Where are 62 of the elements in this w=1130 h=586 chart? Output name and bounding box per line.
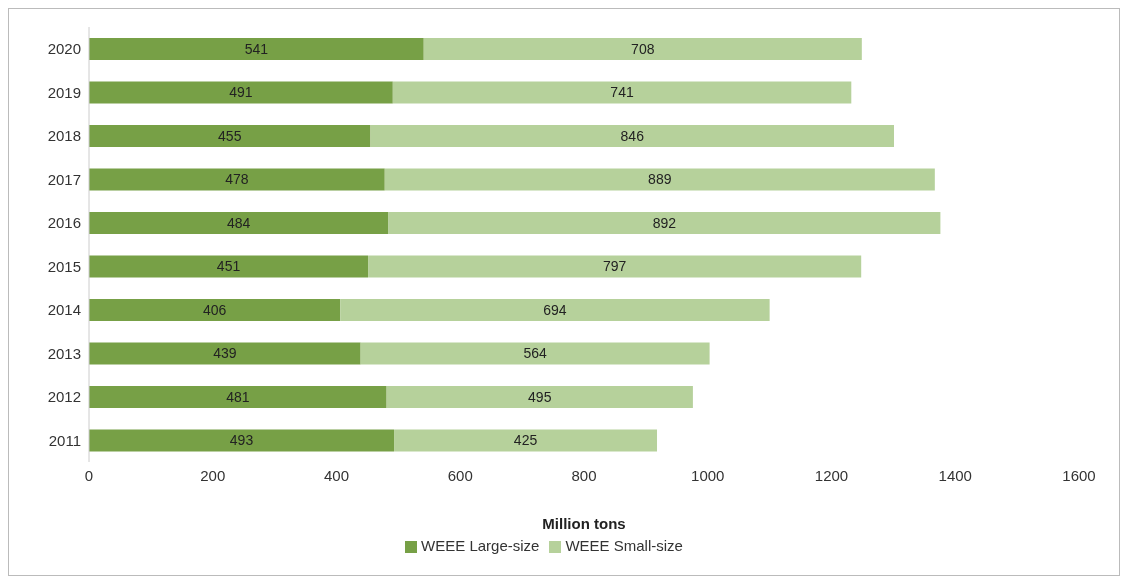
data-label: 425 (513, 432, 538, 449)
y-tick-label: 2011 (48, 431, 81, 449)
bar (89, 212, 389, 234)
data-label: 564 (523, 345, 548, 362)
y-tick-label: 2018 (47, 127, 81, 145)
x-tick-label: 600 (447, 466, 473, 484)
data-label: 484 (227, 214, 251, 231)
bar (89, 168, 385, 191)
bar (340, 299, 770, 321)
data-label: 491 (229, 84, 253, 101)
bar (89, 38, 424, 60)
bar (388, 212, 941, 234)
data-label: 846 (620, 127, 645, 144)
x-tick-label: 1400 (938, 466, 972, 484)
bar (370, 125, 894, 147)
x-tick-label: 1600 (1062, 466, 1096, 484)
data-label: 495 (528, 388, 552, 405)
y-tick-label: 2015 (47, 257, 81, 275)
y-tick-label: 2017 (47, 170, 81, 188)
data-label: 478 (225, 171, 249, 188)
data-label: 455 (218, 127, 242, 144)
bar (89, 125, 371, 147)
bar (89, 429, 395, 452)
data-label: 741 (610, 84, 634, 101)
data-label: 892 (652, 214, 677, 231)
bar (89, 255, 369, 278)
y-tick-label: 2014 (47, 301, 81, 319)
bar (89, 342, 361, 365)
data-label: 797 (602, 258, 627, 275)
data-label: 694 (543, 301, 567, 318)
y-tick-label: 2016 (47, 214, 81, 232)
bar (360, 342, 710, 365)
x-axis-title: Million tons (542, 515, 626, 532)
x-tick-label: 200 (200, 466, 226, 484)
bar (392, 81, 852, 104)
bar (89, 299, 341, 321)
bar (368, 255, 862, 278)
bar (89, 81, 393, 104)
data-label: 439 (213, 345, 237, 362)
data-label: 708 (631, 40, 655, 57)
data-label: 889 (648, 171, 672, 188)
x-tick-label: 400 (323, 466, 350, 484)
bar (386, 386, 693, 408)
y-tick-label: 2012 (47, 388, 81, 406)
legend-label: WEEE Small-size (565, 537, 683, 554)
y-tick-label: 2013 (47, 344, 81, 362)
bar (394, 429, 658, 452)
legend-label: WEEE Large-size (421, 537, 540, 554)
bar (384, 168, 935, 191)
x-tick-label: 800 (571, 466, 597, 484)
bar (423, 38, 862, 60)
data-label: 481 (226, 388, 250, 405)
data-label: 451 (216, 258, 241, 275)
data-label: 406 (202, 301, 227, 318)
x-tick-label: 1000 (691, 466, 725, 484)
bar (89, 386, 387, 408)
data-label: 541 (244, 40, 269, 57)
x-tick-label: 0 (84, 466, 94, 484)
y-tick-label: 2020 (47, 40, 81, 58)
x-tick-label: 1200 (814, 466, 849, 484)
y-tick-label: 2019 (47, 83, 81, 101)
data-label: 493 (229, 432, 254, 449)
